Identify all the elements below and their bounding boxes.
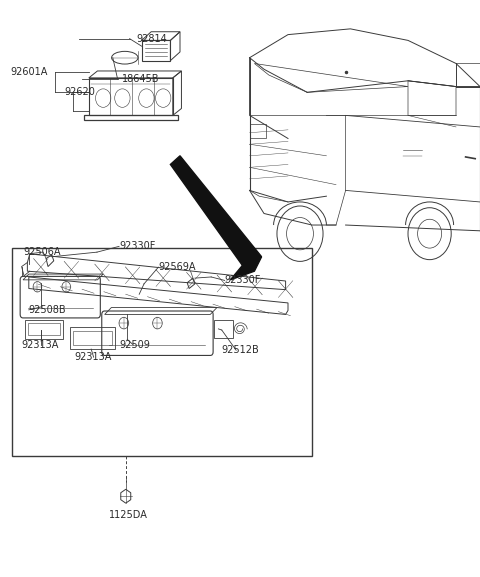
Bar xyxy=(73,331,112,345)
Text: 92814: 92814 xyxy=(137,33,168,44)
Text: 18645B: 18645B xyxy=(122,74,160,84)
Text: 92601A: 92601A xyxy=(11,66,48,77)
Bar xyxy=(25,320,63,339)
Text: 92569A: 92569A xyxy=(158,262,196,272)
Bar xyxy=(28,323,60,335)
Polygon shape xyxy=(230,257,262,280)
Text: 92620: 92620 xyxy=(65,87,96,98)
Text: 92509: 92509 xyxy=(119,340,150,350)
Text: 92330F: 92330F xyxy=(225,275,261,286)
Text: 92506A: 92506A xyxy=(23,247,60,257)
Text: 1125DA: 1125DA xyxy=(109,509,148,520)
Polygon shape xyxy=(170,156,262,265)
Text: 92512B: 92512B xyxy=(222,345,260,355)
Bar xyxy=(70,327,115,349)
Text: 92313A: 92313A xyxy=(22,340,59,350)
Text: 92330F: 92330F xyxy=(119,241,156,252)
Bar xyxy=(12,248,312,456)
Bar xyxy=(214,320,233,338)
Bar xyxy=(250,124,266,138)
Text: 92313A: 92313A xyxy=(74,352,112,362)
Text: 92508B: 92508B xyxy=(29,305,66,315)
